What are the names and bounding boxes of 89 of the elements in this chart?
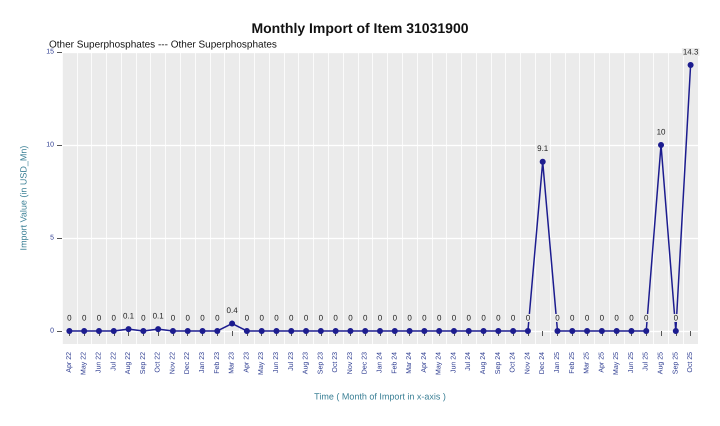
point	[81, 328, 88, 334]
point	[126, 326, 132, 332]
point	[406, 328, 413, 334]
point	[244, 328, 250, 334]
data-label: 0	[629, 313, 634, 322]
data-label: 0	[215, 313, 220, 322]
data-label: 0	[274, 313, 280, 322]
point	[436, 328, 442, 334]
data-label: 0	[510, 313, 516, 322]
data-label: 0	[185, 313, 190, 322]
data-label: 0	[259, 313, 264, 322]
data-label: 0	[318, 313, 324, 322]
point	[229, 320, 236, 327]
point	[288, 328, 294, 334]
data-label: 0	[466, 313, 472, 322]
data-label: 0	[570, 313, 576, 322]
point	[643, 328, 650, 334]
point	[614, 328, 620, 334]
point	[554, 328, 560, 334]
data-label: 0	[600, 313, 605, 322]
point	[480, 328, 487, 334]
data-label: 0	[481, 313, 486, 322]
data-label: 0	[82, 313, 87, 322]
point	[332, 328, 339, 334]
point	[303, 328, 310, 334]
point	[140, 328, 146, 334]
data-label: 0	[496, 313, 502, 322]
data-label: 0	[584, 313, 590, 322]
point	[258, 328, 265, 334]
data-label: 0	[436, 313, 442, 322]
data-label: 9.1	[537, 144, 549, 154]
point	[421, 328, 428, 334]
point	[184, 328, 191, 334]
data-label: 14.3	[682, 48, 699, 57]
data-label: 0	[200, 313, 206, 322]
point	[273, 328, 280, 334]
data-label: 0	[333, 313, 338, 322]
point	[200, 328, 206, 334]
point	[584, 328, 590, 334]
point	[672, 328, 679, 334]
data-label: 0	[555, 313, 560, 322]
point	[347, 328, 354, 334]
y-axis-title: Import Value (in USD_Mn)	[18, 146, 28, 250]
point	[495, 328, 502, 334]
point	[524, 328, 531, 334]
data-label: 0	[362, 313, 368, 322]
point	[392, 328, 398, 334]
data-label: 0	[614, 313, 620, 322]
data-label: 0	[304, 313, 309, 322]
point	[510, 328, 516, 334]
data-label: 0.1	[152, 312, 164, 321]
point	[540, 158, 546, 165]
data-label: 0	[378, 313, 383, 322]
data-label: 0	[141, 313, 146, 322]
chart-title: Monthly Import of Item 31031900	[251, 20, 469, 36]
point	[450, 328, 457, 334]
point	[170, 328, 176, 334]
point	[688, 62, 694, 68]
point	[598, 328, 605, 334]
data-label: 0	[644, 313, 650, 322]
point	[96, 328, 102, 334]
data-label: 0	[674, 313, 679, 322]
data-label: 10	[656, 127, 666, 136]
data-label: 0	[407, 313, 412, 322]
data-label: 0	[348, 313, 354, 322]
point	[569, 328, 576, 334]
point	[318, 328, 324, 334]
x-axis-title: Time ( Month of Import in x-axis )	[314, 392, 446, 402]
data-label: 0	[67, 313, 72, 322]
data-label: 0	[96, 313, 102, 322]
data-label: 0	[289, 313, 294, 322]
data-label: 0	[392, 313, 398, 322]
data-label: 0	[452, 313, 457, 322]
point	[466, 328, 472, 334]
point	[362, 328, 368, 334]
point	[658, 142, 664, 148]
data-label: 0	[244, 313, 250, 322]
point	[377, 328, 383, 334]
point	[155, 326, 162, 332]
point	[66, 328, 72, 334]
data-label: 0.1	[122, 312, 135, 321]
point	[214, 328, 220, 334]
data-label: 0	[112, 313, 117, 322]
point	[110, 328, 117, 334]
data-label: 0	[422, 313, 428, 322]
data-label: 0.4	[226, 306, 238, 316]
point	[628, 328, 634, 334]
data-label: 0	[526, 313, 531, 322]
data-label: 0	[170, 313, 176, 322]
